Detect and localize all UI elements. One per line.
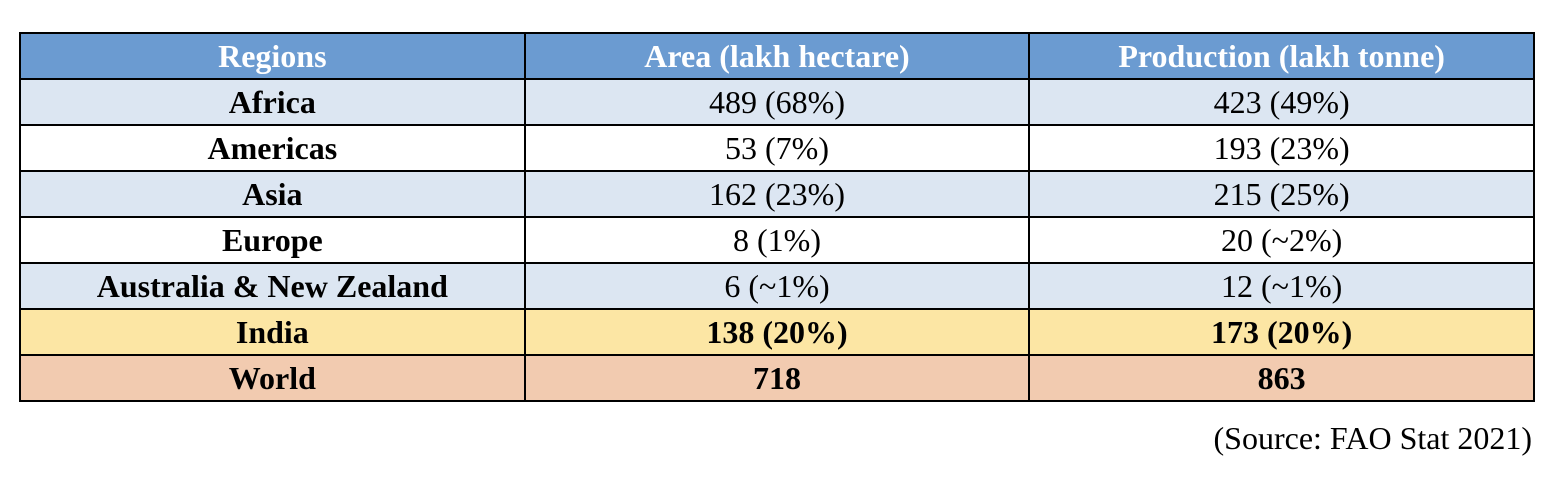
region-cell: World (19, 354, 526, 402)
value-cell: 718 (523, 354, 1031, 402)
value-cell: 863 (1028, 354, 1535, 402)
table-row: India 138 (20%) 173 (20%) (19, 308, 1535, 356)
value-cell: 138 (20%) (523, 308, 1031, 356)
region-cell: Asia (19, 170, 526, 218)
value-cell: 8 (1%) (523, 216, 1031, 264)
value-cell: 423 (49%) (1028, 78, 1535, 126)
header-row: Regions Area (lakh hectare) Production (la… (19, 32, 1535, 80)
data-table: Regions Area (lakh hectare) Production (la… (19, 32, 1535, 402)
region-cell: Americas (19, 124, 526, 172)
header-cell: Area (lakh hectare) (523, 32, 1031, 80)
value-cell: 489 (68%) (523, 78, 1031, 126)
header-cell: Regions (19, 32, 526, 80)
table-row: Asia 162 (23%) 215 (25%) (19, 170, 1535, 218)
region-cell: Europe (19, 216, 526, 264)
table-row: Australia & New Zealand 6 (~1%) 12 (~1%) (19, 262, 1535, 310)
value-cell: 6 (~1%) (523, 262, 1031, 310)
region-cell: Australia & New Zealand (19, 262, 526, 310)
value-cell: 53 (7%) (523, 124, 1031, 172)
table-row: Africa 489 (68%) 423 (49%) (19, 78, 1535, 126)
table-row: World 718 863 (19, 354, 1535, 402)
value-cell: 215 (25%) (1028, 170, 1535, 218)
value-cell: 162 (23%) (523, 170, 1031, 218)
value-cell: 20 (~2%) (1028, 216, 1535, 264)
value-cell: 193 (23%) (1028, 124, 1535, 172)
table-row: Americas 53 (7%) 193 (23%) (19, 124, 1535, 172)
table-body: Africa 489 (68%) 423 (49%) Americas 53 (7%) 1… (19, 78, 1535, 402)
region-cell: India (19, 308, 526, 356)
value-cell: 12 (~1%) (1028, 262, 1535, 310)
table-row: Europe 8 (1%) 20 (~2%) (19, 216, 1535, 264)
region-cell: Africa (19, 78, 526, 126)
source-note: (Source: FAO Stat 2021) (1213, 420, 1532, 456)
header-cell: Production (lakh tonne) (1028, 32, 1535, 80)
value-cell: 173 (20%) (1028, 308, 1535, 356)
